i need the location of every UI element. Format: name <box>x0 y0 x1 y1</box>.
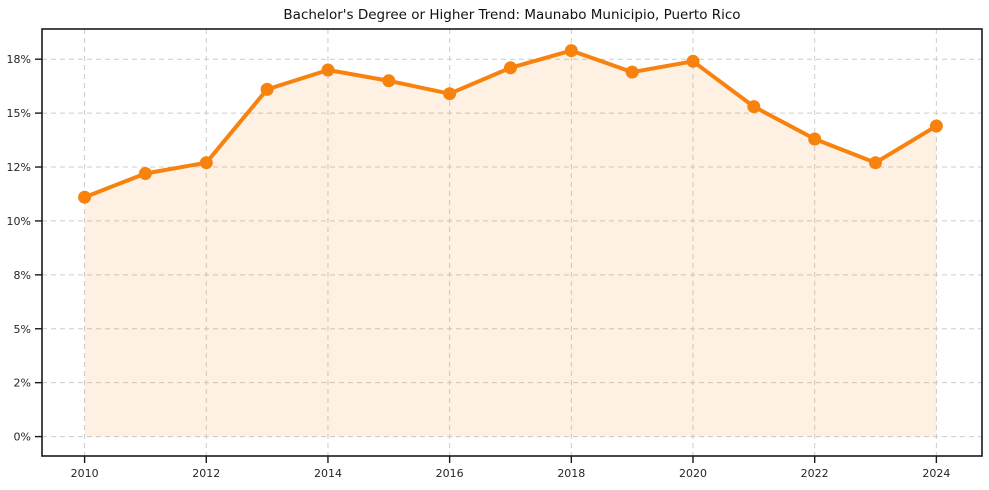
data-point-2010 <box>78 190 92 204</box>
data-point-2013 <box>260 82 274 96</box>
y-tick-label: 12% <box>7 161 31 174</box>
area-fill <box>84 50 937 437</box>
data-point-2021 <box>747 100 761 114</box>
y-tick-label: 0% <box>14 431 31 444</box>
y-tick-label: 8% <box>14 269 31 282</box>
y-tick-label: 15% <box>7 107 31 120</box>
y-tick-label: 10% <box>7 215 31 228</box>
data-point-2020 <box>686 54 700 68</box>
plot-border <box>41 28 983 457</box>
chart-title: Bachelor's Degree or Higher Trend: Mauna… <box>283 7 741 23</box>
data-point-2014 <box>321 63 335 77</box>
x-tick-label: 2014 <box>314 467 342 480</box>
data-point-2012 <box>199 156 213 170</box>
data-point-2017 <box>504 61 517 75</box>
x-tick-label: 2012 <box>192 467 220 480</box>
y-tick-label: 5% <box>14 323 31 336</box>
x-tick-label: 2010 <box>71 467 99 480</box>
data-point-2019 <box>625 65 639 79</box>
data-point-2015 <box>382 74 396 88</box>
data-point-2016 <box>443 87 457 101</box>
x-tick-label: 2022 <box>801 467 829 480</box>
x-tick-label: 2016 <box>436 467 464 480</box>
data-point-2018 <box>564 44 578 58</box>
data-point-2024 <box>929 119 943 133</box>
x-tick-label: 2020 <box>679 467 707 480</box>
y-tick-label: 18% <box>7 53 31 66</box>
data-point-2023 <box>869 156 882 170</box>
x-tick-label: 2018 <box>557 467 585 480</box>
data-point-2022 <box>808 132 822 146</box>
y-tick-label: 2% <box>14 377 31 390</box>
data-point-2011 <box>138 167 152 180</box>
x-tick-label: 2024 <box>922 467 950 480</box>
